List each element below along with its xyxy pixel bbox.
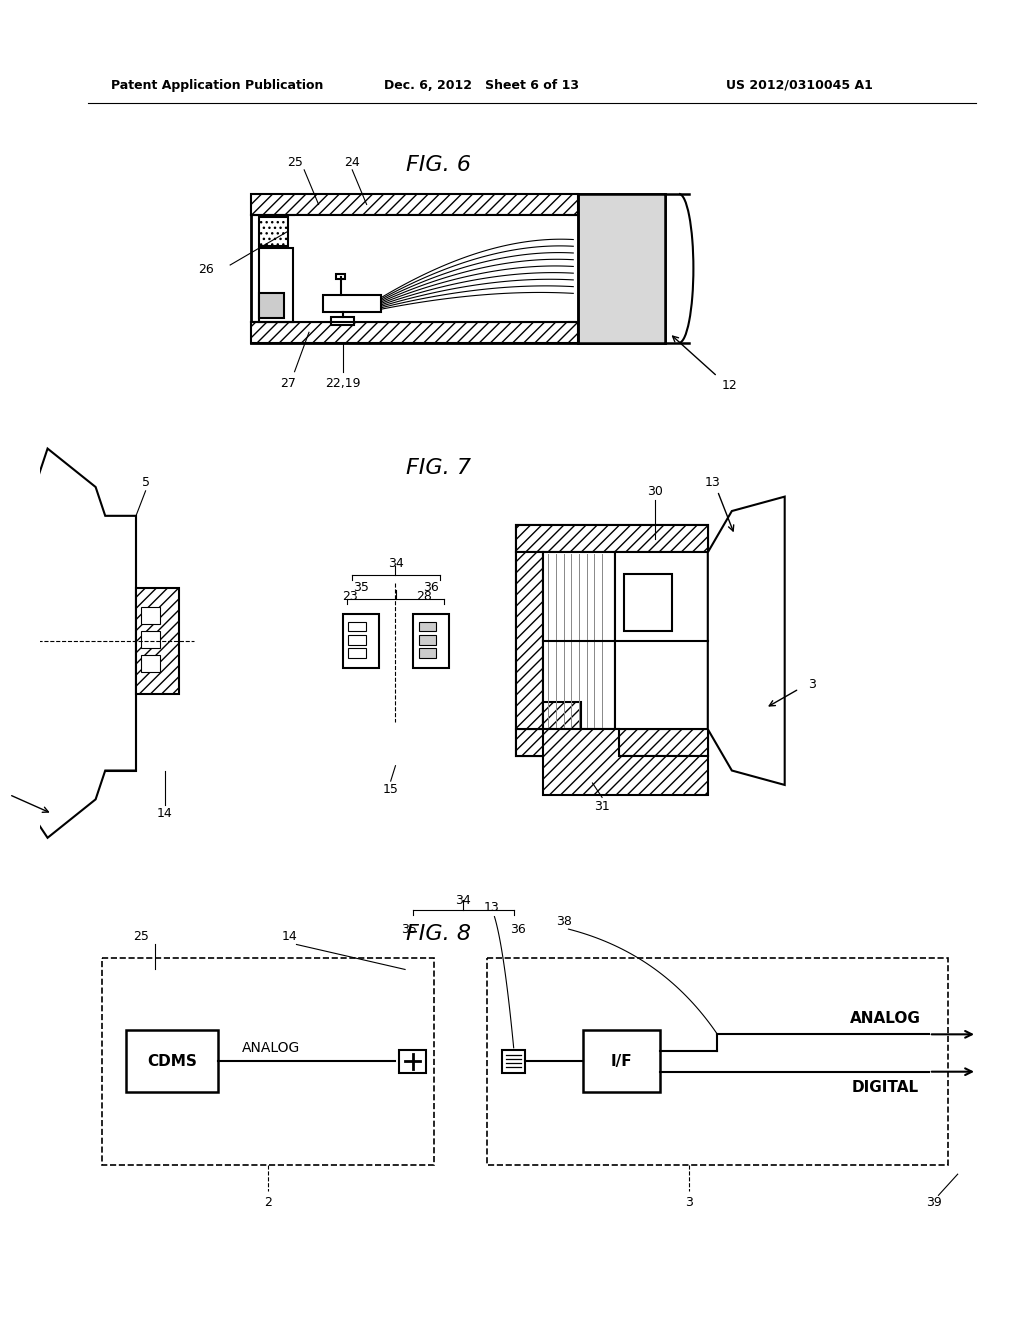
Bar xyxy=(136,587,179,693)
Bar xyxy=(324,294,381,312)
Text: 35: 35 xyxy=(353,581,369,594)
Bar xyxy=(543,552,614,729)
Bar xyxy=(105,516,136,771)
Bar xyxy=(579,194,665,343)
Bar xyxy=(251,322,579,343)
Bar xyxy=(516,525,708,552)
Text: 13: 13 xyxy=(483,902,500,915)
Text: 3: 3 xyxy=(685,1196,692,1209)
Text: 34: 34 xyxy=(456,894,471,907)
Text: 31: 31 xyxy=(594,800,610,813)
Text: CDMS: CDMS xyxy=(147,1053,197,1069)
Text: 34: 34 xyxy=(388,557,403,570)
Text: 30: 30 xyxy=(647,486,663,499)
Bar xyxy=(399,1049,426,1073)
Bar xyxy=(419,622,436,631)
Bar xyxy=(251,194,665,343)
Text: 26: 26 xyxy=(199,263,214,276)
Text: FIG. 7: FIG. 7 xyxy=(407,458,471,478)
Polygon shape xyxy=(29,449,136,838)
Bar xyxy=(348,622,366,631)
Bar xyxy=(259,293,284,318)
Bar xyxy=(502,1049,525,1073)
Bar xyxy=(348,635,366,644)
Text: 36: 36 xyxy=(423,581,439,594)
Text: 14: 14 xyxy=(282,931,298,944)
Text: 25: 25 xyxy=(133,931,148,944)
Bar xyxy=(251,194,579,215)
Text: 3: 3 xyxy=(808,677,815,690)
Text: 25: 25 xyxy=(288,156,303,169)
Polygon shape xyxy=(708,496,784,785)
Text: US 2012/0310045 A1: US 2012/0310045 A1 xyxy=(726,79,872,92)
Text: 39: 39 xyxy=(926,1196,941,1209)
Text: 15: 15 xyxy=(383,783,398,796)
Text: 5: 5 xyxy=(141,475,150,488)
Bar xyxy=(486,958,948,1164)
Bar xyxy=(140,631,160,648)
Text: 35: 35 xyxy=(401,923,417,936)
Bar xyxy=(336,273,345,280)
Bar xyxy=(331,317,354,325)
Text: 24: 24 xyxy=(344,156,360,169)
Bar xyxy=(343,614,379,668)
Bar xyxy=(413,614,450,668)
Bar xyxy=(102,958,434,1164)
Bar xyxy=(140,607,160,624)
Text: Patent Application Publication: Patent Application Publication xyxy=(112,79,324,92)
Bar xyxy=(516,729,708,756)
Text: 36: 36 xyxy=(510,923,525,936)
Bar xyxy=(583,1031,659,1092)
Polygon shape xyxy=(543,729,708,795)
Text: 38: 38 xyxy=(556,915,571,928)
Text: Dec. 6, 2012   Sheet 6 of 13: Dec. 6, 2012 Sheet 6 of 13 xyxy=(384,79,580,92)
Text: FIG. 6: FIG. 6 xyxy=(407,154,471,176)
Bar xyxy=(126,1031,218,1092)
Bar xyxy=(614,552,708,729)
Bar xyxy=(140,655,160,672)
Bar xyxy=(259,248,293,322)
Bar xyxy=(625,573,672,631)
Bar xyxy=(259,216,288,246)
Text: 2: 2 xyxy=(264,1196,272,1209)
Bar xyxy=(516,552,543,729)
Text: 27: 27 xyxy=(280,376,296,389)
Text: FIG. 8: FIG. 8 xyxy=(407,924,471,944)
Text: 23: 23 xyxy=(342,590,358,603)
Bar xyxy=(419,635,436,644)
Text: 13: 13 xyxy=(705,475,721,488)
Text: 22,19: 22,19 xyxy=(325,376,360,389)
Text: 12: 12 xyxy=(722,379,737,392)
Bar xyxy=(419,648,436,659)
Text: ANALOG: ANALOG xyxy=(850,1011,921,1027)
Bar xyxy=(295,216,568,321)
Text: I/F: I/F xyxy=(610,1053,632,1069)
Text: 28: 28 xyxy=(417,590,432,603)
Bar xyxy=(516,525,708,756)
Bar xyxy=(543,702,581,729)
Text: ANALOG: ANALOG xyxy=(242,1040,300,1055)
Text: DIGITAL: DIGITAL xyxy=(852,1080,920,1094)
Bar xyxy=(348,648,366,659)
Text: 14: 14 xyxy=(157,808,173,820)
